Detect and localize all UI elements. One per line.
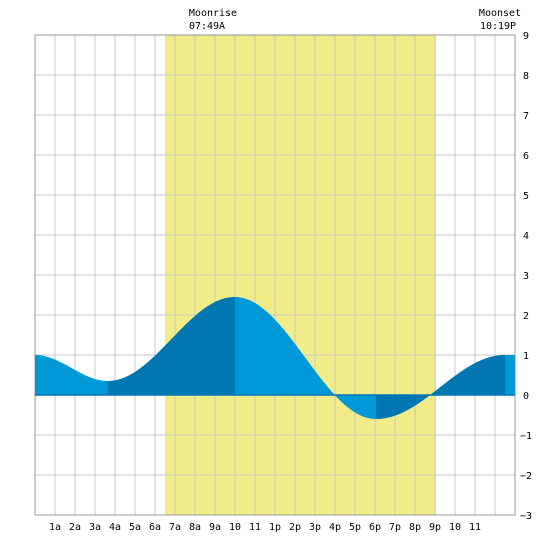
x-tick-label: 4a bbox=[109, 522, 121, 533]
y-tick-label: 0 bbox=[523, 391, 529, 402]
x-tick-label: 9a bbox=[209, 522, 221, 533]
y-tick-label: 9 bbox=[523, 31, 529, 42]
x-tick-label: 6p bbox=[369, 522, 381, 533]
x-tick-label: 6a bbox=[149, 522, 161, 533]
y-tick-label: 7 bbox=[523, 111, 529, 122]
tide-fill-dark bbox=[108, 297, 235, 395]
x-tick-label: 2a bbox=[69, 522, 81, 533]
x-tick-label: 3p bbox=[309, 522, 321, 533]
x-tick-label: 9p bbox=[429, 522, 441, 533]
x-tick-label: 8p bbox=[409, 522, 421, 533]
x-tick-label: 10 bbox=[449, 522, 461, 533]
y-tick-label: −2 bbox=[520, 471, 532, 482]
x-tick-label: 11 bbox=[249, 522, 261, 533]
y-tick-label: 4 bbox=[523, 231, 529, 242]
moonrise-time: 07:49A bbox=[189, 21, 225, 32]
x-tick-label: 7a bbox=[169, 522, 181, 533]
y-tick-label: 8 bbox=[523, 71, 529, 82]
y-tick-label: 1 bbox=[523, 351, 529, 362]
x-tick-label: 1a bbox=[49, 522, 61, 533]
x-tick-label: 7p bbox=[389, 522, 401, 533]
moonset-time: 10:19P bbox=[480, 21, 516, 32]
x-tick-label: 1p bbox=[269, 522, 281, 533]
y-axis-labels: 9 8 7 6 5 4 3 2 1 0 −1 −2 −3 bbox=[520, 31, 532, 522]
y-tick-label: 3 bbox=[523, 271, 529, 282]
moonrise-label: Moonrise bbox=[189, 8, 237, 19]
x-tick-label: 2p bbox=[289, 522, 301, 533]
y-tick-label: 6 bbox=[523, 151, 529, 162]
x-tick-label: 3a bbox=[89, 522, 101, 533]
x-tick-label: 4p bbox=[329, 522, 341, 533]
x-tick-label: 5a bbox=[129, 522, 141, 533]
y-tick-label: −3 bbox=[520, 511, 532, 522]
tide-fill-dark bbox=[436, 355, 505, 395]
tide-fill-dark bbox=[376, 390, 436, 419]
x-tick-label: 10 bbox=[229, 522, 241, 533]
plot-border bbox=[34, 34, 516, 516]
y-tick-label: −1 bbox=[520, 431, 532, 442]
tide-area bbox=[35, 297, 515, 419]
x-tick-label: 8a bbox=[189, 522, 201, 533]
y-tick-label: 5 bbox=[523, 191, 529, 202]
x-axis-labels: 1a 2a 3a 4a 5a 6a 7a 8a 9a 10 11 1p 2p 3p 4p 5p 6p 7p 8p 9p… bbox=[49, 522, 481, 533]
x-tick-label: 5p bbox=[349, 522, 361, 533]
moonset-label: Moonset bbox=[479, 8, 521, 19]
x-tick-label: 11 bbox=[469, 522, 481, 533]
y-tick-label: 2 bbox=[523, 311, 529, 322]
